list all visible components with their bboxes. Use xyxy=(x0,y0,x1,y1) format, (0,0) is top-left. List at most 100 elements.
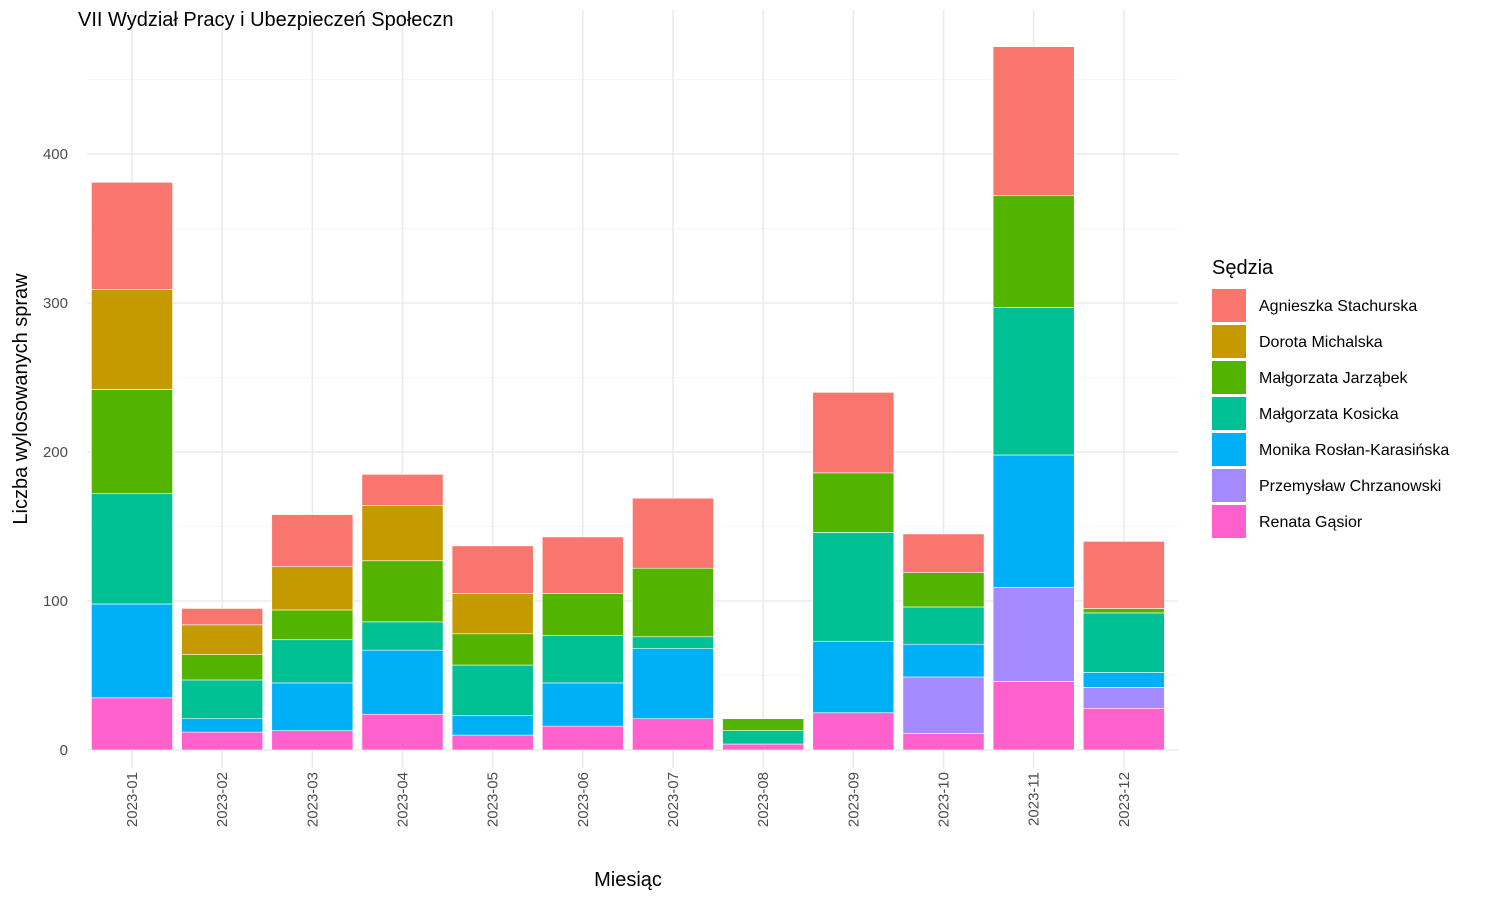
legend-label: Dorota Michalska xyxy=(1259,334,1383,351)
bar-segment xyxy=(91,697,173,751)
bar-segment xyxy=(902,533,985,573)
bar-segment xyxy=(361,505,444,562)
bar-segment xyxy=(1082,707,1165,751)
bar-segment xyxy=(91,603,173,699)
legend-items: Agnieszka Stachurska Dorota Michalska Małg… xyxy=(1212,289,1449,538)
bar-segment xyxy=(541,536,624,594)
x-tick-label: 2023-01 xyxy=(124,772,141,827)
bar-segment xyxy=(541,634,624,684)
bar-segment xyxy=(451,593,534,635)
bar-segment xyxy=(271,609,354,641)
legend-swatch xyxy=(1212,361,1246,394)
bar-segment xyxy=(1082,608,1165,614)
x-tick-label: 2023-12 xyxy=(1116,772,1133,827)
bar-segment xyxy=(271,730,354,751)
bar-segment xyxy=(992,587,1075,682)
bar-segment xyxy=(451,715,534,736)
x-tick-label: 2023-02 xyxy=(214,772,231,827)
x-tick-label: 2023-06 xyxy=(575,772,592,827)
bar-segment xyxy=(361,560,444,623)
bars xyxy=(91,46,1165,751)
legend-swatch xyxy=(1212,433,1246,466)
bar-segment xyxy=(451,734,534,751)
y-tick-label: 400 xyxy=(43,146,68,163)
bar-segment xyxy=(361,649,444,715)
bar-segment xyxy=(541,593,624,636)
bar-segment xyxy=(451,664,534,717)
bar-segment xyxy=(992,681,1075,751)
bar-segment xyxy=(902,733,985,751)
bar-segment xyxy=(181,608,264,626)
x-tick-label: 2023-09 xyxy=(845,772,862,827)
bar-segment xyxy=(722,730,805,745)
bar-segment xyxy=(361,474,444,506)
y-tick-label: 300 xyxy=(43,295,68,312)
bar-segment xyxy=(271,682,354,731)
bar-segment xyxy=(812,712,895,751)
y-tick-label: 0 xyxy=(60,742,68,759)
y-axis-ticks: 0 100 200 300 400 xyxy=(43,146,68,759)
bar-segment xyxy=(632,648,714,720)
chart-title: VII Wydział Pracy i Ubezpieczeń Społeczn xyxy=(78,9,454,31)
bar-segment xyxy=(632,567,714,638)
bar-segment xyxy=(541,725,624,751)
bar-segment xyxy=(181,654,264,681)
bar-segment xyxy=(271,566,354,611)
x-tick-label: 2023-11 xyxy=(1026,772,1043,826)
y-axis-title: Liczba wylosowanych spraw xyxy=(10,273,32,525)
bar-segment xyxy=(91,493,173,605)
bar-segment xyxy=(1082,541,1165,609)
bar-segment xyxy=(722,743,805,751)
legend-label: Renata Gąsior xyxy=(1259,514,1363,531)
x-axis-ticks: 2023-01 2023-02 2023-03 2023-04 2023-05 2023-… xyxy=(124,772,1133,827)
legend-label: Małgorzata Kosicka xyxy=(1259,406,1399,423)
bar-segment xyxy=(451,545,534,594)
legend-label: Agnieszka Stachurska xyxy=(1259,298,1417,315)
bar-segment xyxy=(91,182,173,290)
bar-segment xyxy=(271,514,354,568)
legend-label: Małgorzata Jarząbek xyxy=(1259,370,1409,387)
bar-segment xyxy=(992,195,1075,308)
bar-segment xyxy=(812,640,895,714)
legend-label: Monika Rosłan-Karasińska xyxy=(1259,442,1449,459)
bar-segment xyxy=(992,307,1075,456)
bar-segment xyxy=(181,718,264,733)
bar-segment xyxy=(1082,612,1165,673)
bar-segment xyxy=(992,454,1075,588)
x-tick-label: 2023-05 xyxy=(485,772,502,827)
bar-segment xyxy=(902,606,985,645)
x-tick-label: 2023-10 xyxy=(936,772,953,827)
x-tick-label: 2023-08 xyxy=(755,772,772,827)
bar-segment xyxy=(181,624,264,655)
legend-swatch xyxy=(1212,289,1246,322)
bar-segment xyxy=(181,679,264,720)
legend-label: Przemysław Chrzanowski xyxy=(1259,478,1441,495)
y-tick-label: 100 xyxy=(43,593,68,610)
bar-segment xyxy=(902,643,985,678)
x-tick-label: 2023-04 xyxy=(395,772,412,827)
bar-segment xyxy=(361,713,444,751)
bar-segment xyxy=(632,497,714,569)
bar-segment xyxy=(361,621,444,651)
bar-segment xyxy=(91,289,173,390)
bar-segment xyxy=(992,46,1075,197)
bar-segment xyxy=(271,639,354,684)
bar-segment xyxy=(541,682,624,727)
x-tick-label: 2023-07 xyxy=(665,772,682,827)
legend-swatch xyxy=(1212,469,1246,502)
bar-segment xyxy=(91,389,173,495)
bar-segment xyxy=(812,532,895,642)
x-tick-label: 2023-03 xyxy=(304,772,321,827)
legend-swatch xyxy=(1212,397,1246,430)
legend-swatch xyxy=(1212,325,1246,358)
bar-segment xyxy=(722,718,805,731)
y-tick-label: 200 xyxy=(43,444,68,461)
bar-segment xyxy=(1082,672,1165,688)
bar-segment xyxy=(632,718,714,751)
legend-swatch xyxy=(1212,505,1246,538)
bar-segment xyxy=(902,572,985,608)
x-axis-title: Miesiąc xyxy=(594,869,662,891)
bar-segment xyxy=(902,676,985,734)
bar-segment xyxy=(812,472,895,533)
